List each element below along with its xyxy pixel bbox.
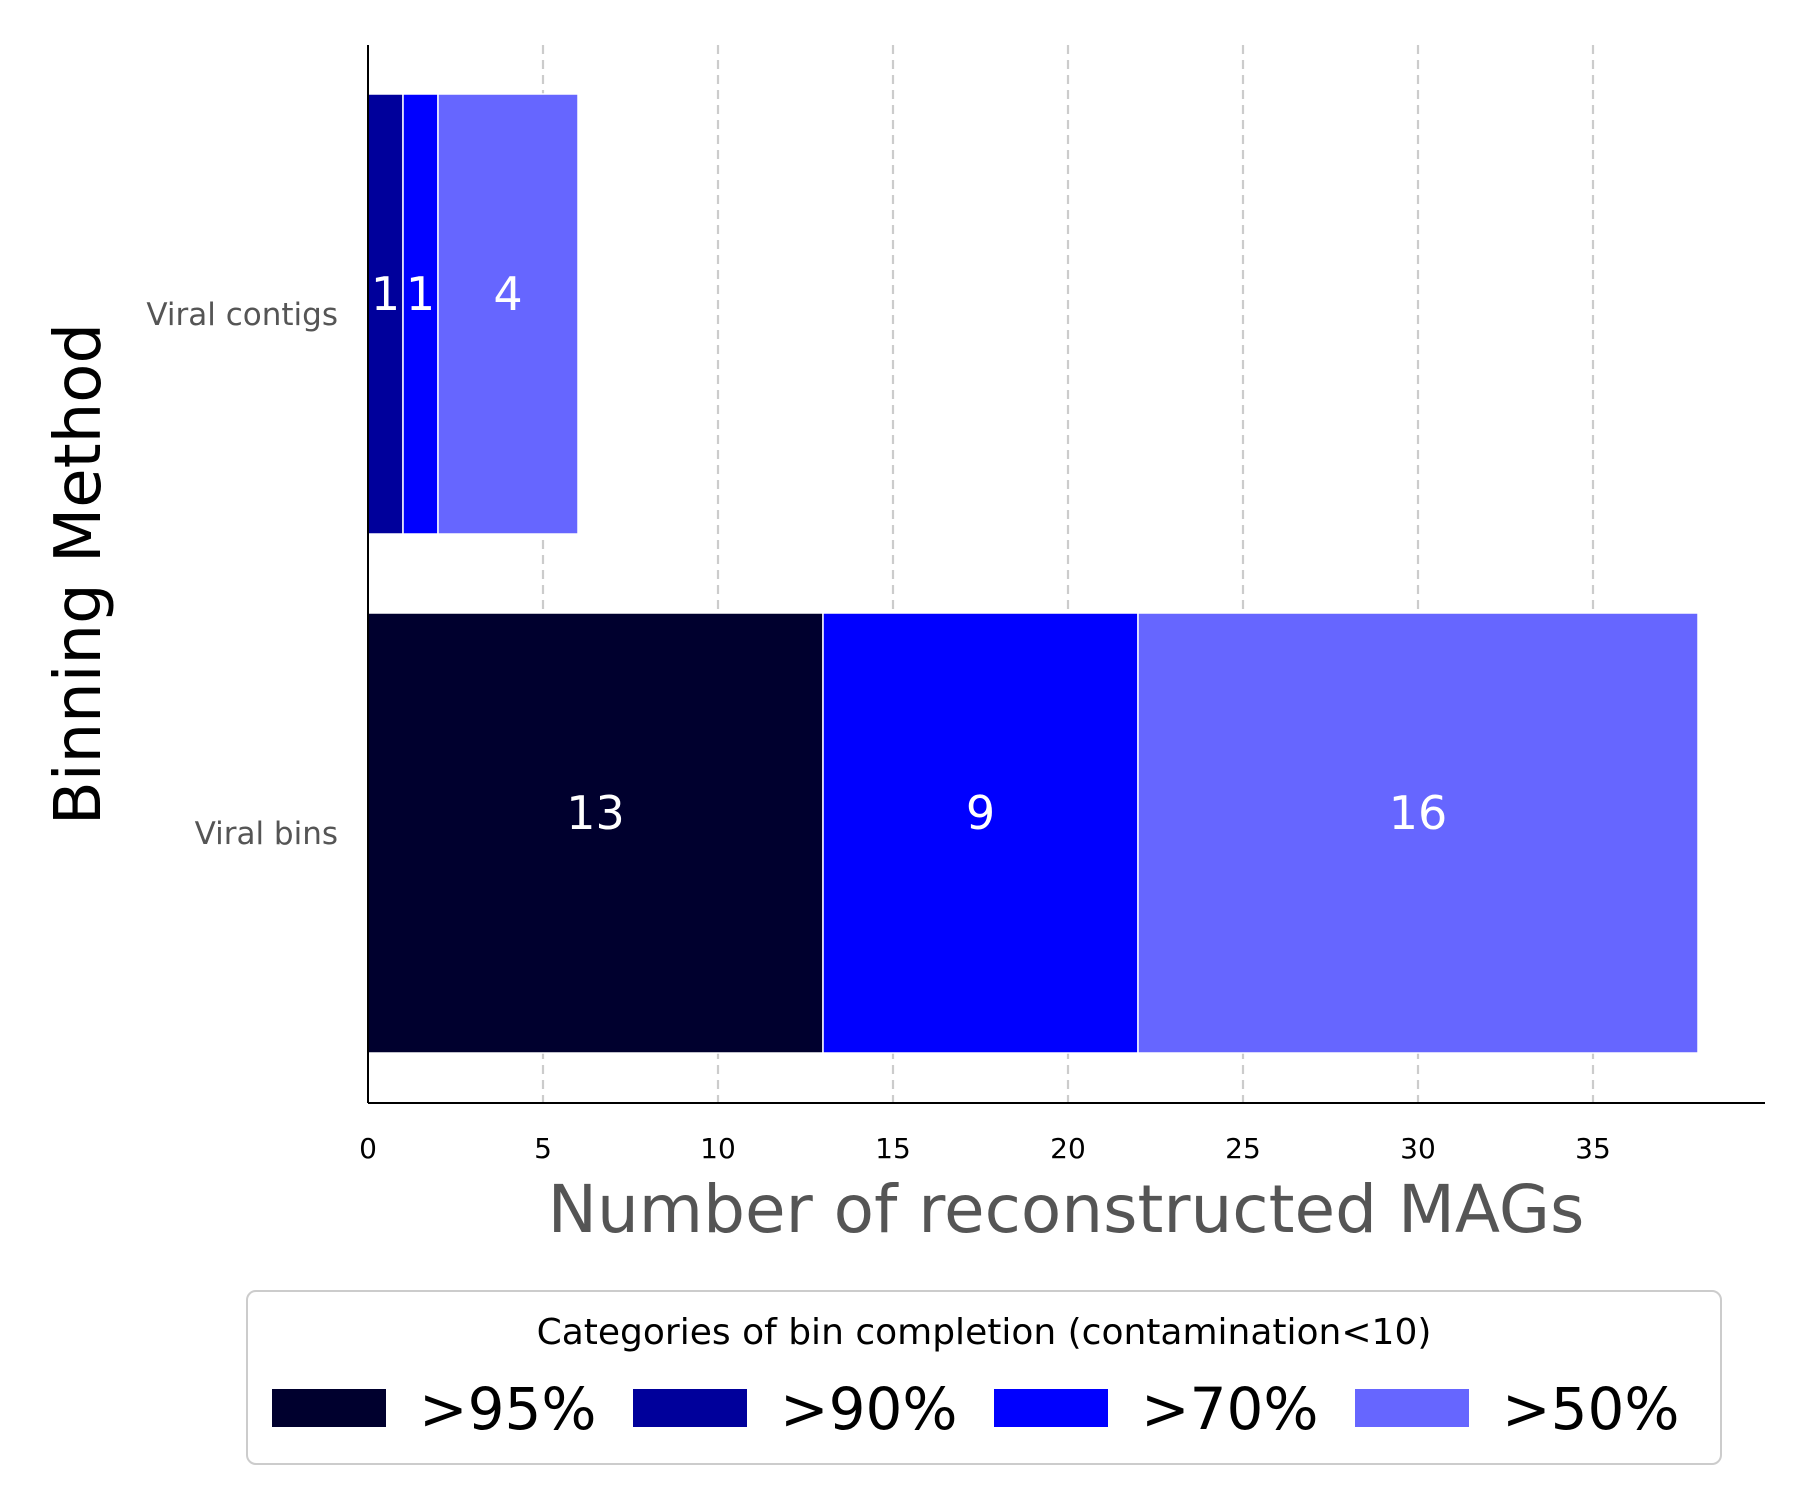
legend-label: >95% [419,1375,597,1443]
bar-value-label: 9 [966,786,995,840]
legend-swatch [633,1389,747,1427]
bar-segment [1137,612,1699,1054]
y-axis-label: Binning Method [42,323,116,825]
x-tick-label: 35 [1575,1132,1611,1165]
x-tick-label: 5 [534,1132,552,1165]
bars-layer: 1 1 4 13 9 16 [367,93,1699,1054]
legend-label: >50% [1502,1375,1680,1443]
y-tick-label: Viral contigs [146,297,338,333]
legend: Categories of bin completion (contaminat… [246,1290,1722,1465]
legend-frame [246,1290,1722,1465]
x-tick-label: 15 [875,1132,911,1165]
x-tick-label: 0 [359,1132,377,1165]
y-tick-label: Viral bins [195,816,338,852]
bar-value-label: 4 [493,267,522,321]
legend-items: >95% >90% >70% >50% [272,1375,1680,1443]
x-tick-label: 20 [1050,1132,1086,1165]
bar-value-label: 16 [1389,786,1448,840]
legend-label: >70% [1141,1375,1319,1443]
grid-layer [541,45,1595,1103]
bar-segment [822,612,1139,1054]
legend-title: Categories of bin completion (contaminat… [537,1312,1432,1353]
bar-value-label: 1 [406,267,435,321]
bar-value-label: 1 [371,267,400,321]
bar-segment [437,93,579,535]
legend-swatch [1355,1389,1469,1427]
legend-label: >90% [780,1375,958,1443]
ticks-layer: 0 5 10 15 20 25 30 35 Viral contigs Viral bins [146,297,1610,1165]
axes-layer [367,45,1765,1104]
x-tick-label: 10 [700,1132,736,1165]
x-tick-label: 30 [1400,1132,1436,1165]
bar-segment [367,612,824,1054]
legend-swatch [272,1389,386,1427]
x-tick-label: 25 [1225,1132,1261,1165]
legend-swatch [994,1389,1108,1427]
x-axis-label: Number of reconstructed MAGs [548,1171,1585,1248]
bar-value-label: 13 [566,786,625,840]
